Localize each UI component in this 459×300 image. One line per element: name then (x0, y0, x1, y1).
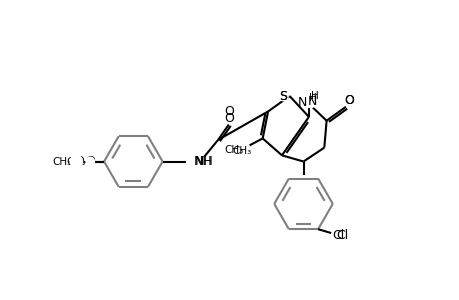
Text: NH: NH (195, 155, 213, 168)
Text: S: S (279, 90, 287, 103)
Text: CH₃: CH₃ (232, 146, 251, 157)
Text: N: N (308, 95, 317, 108)
Text: NH: NH (193, 155, 212, 168)
Text: O: O (343, 94, 353, 107)
Circle shape (224, 114, 233, 123)
Circle shape (70, 155, 82, 168)
Text: H: H (308, 93, 316, 103)
Circle shape (235, 145, 248, 158)
Circle shape (192, 155, 205, 168)
Text: O: O (343, 94, 353, 107)
Text: O: O (224, 112, 233, 125)
Circle shape (86, 157, 94, 166)
Circle shape (344, 96, 353, 105)
Text: H: H (310, 91, 318, 101)
Circle shape (278, 92, 287, 101)
Text: CH₃: CH₃ (52, 157, 72, 166)
Text: O: O (74, 155, 84, 168)
Text: N: N (297, 97, 307, 110)
Circle shape (331, 229, 344, 242)
Circle shape (303, 94, 317, 108)
Text: O: O (85, 155, 95, 168)
Text: CH₃: CH₃ (67, 157, 86, 166)
Text: CH₃: CH₃ (224, 145, 243, 155)
Text: Cl: Cl (331, 229, 343, 242)
Text: Cl: Cl (336, 229, 348, 242)
Text: S: S (279, 90, 287, 103)
Text: O: O (224, 105, 233, 119)
